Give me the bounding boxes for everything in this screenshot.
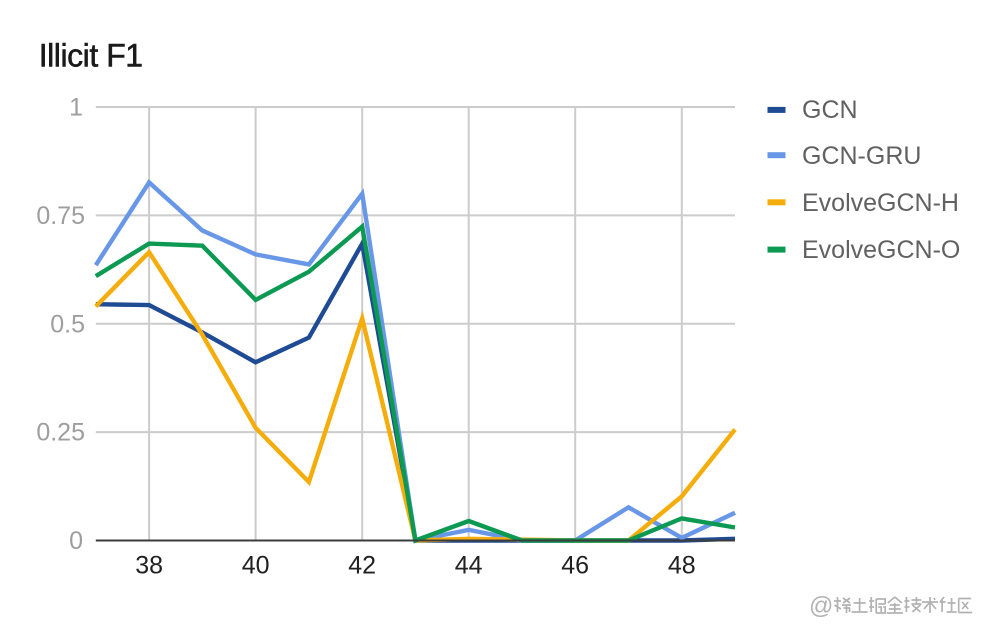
- svg-text:Illicit F1: Illicit F1: [39, 38, 143, 74]
- svg-text:40: 40: [242, 552, 270, 580]
- svg-text:44: 44: [455, 552, 483, 580]
- svg-text:48: 48: [668, 552, 696, 580]
- svg-text:EvolveGCN-O: EvolveGCN-O: [802, 236, 960, 264]
- svg-text:@: @: [809, 593, 833, 620]
- svg-text:0: 0: [69, 527, 83, 555]
- svg-text:0.75: 0.75: [36, 202, 85, 230]
- svg-text:0.25: 0.25: [36, 419, 85, 447]
- svg-text:42: 42: [348, 552, 376, 580]
- svg-text:EvolveGCN-H: EvolveGCN-H: [802, 189, 959, 217]
- svg-text:38: 38: [135, 552, 163, 580]
- svg-text:46: 46: [561, 552, 589, 580]
- svg-text:GCN: GCN: [802, 96, 858, 124]
- svg-text:GCN-GRU: GCN-GRU: [802, 142, 921, 170]
- svg-text:1: 1: [69, 94, 83, 122]
- svg-text:0.5: 0.5: [50, 310, 85, 338]
